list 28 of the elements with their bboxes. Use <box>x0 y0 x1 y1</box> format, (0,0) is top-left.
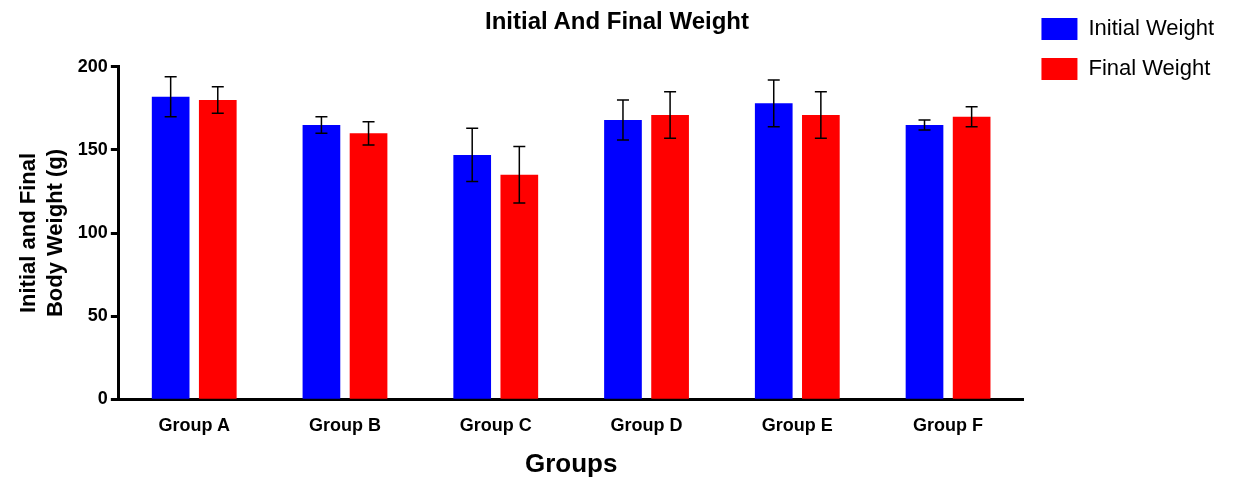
bar <box>952 116 991 399</box>
y-axis-title: Initial and Final Body Weight (g) <box>15 148 67 318</box>
bar <box>651 115 689 399</box>
y-tick-label: 100 <box>77 221 108 242</box>
x-tick-label: Group D <box>610 414 683 435</box>
bar <box>500 174 539 399</box>
x-tick-label: Group F <box>913 414 984 435</box>
bar <box>151 96 190 399</box>
legend-label: Initial Weight <box>1088 15 1214 41</box>
bar <box>604 119 642 399</box>
x-axis-title: Groups <box>524 447 618 478</box>
x-tick-label: Group A <box>158 414 230 435</box>
legend-label: Final Weight <box>1088 55 1211 81</box>
bar <box>453 154 492 399</box>
bar <box>802 115 840 399</box>
chart-title: Initial And Final Weight <box>485 7 749 35</box>
y-tick-label: 50 <box>87 305 108 326</box>
x-tick-label: Group B <box>308 414 381 435</box>
y-tick-label: 150 <box>77 138 108 159</box>
y-tick-label: 200 <box>77 55 108 76</box>
bar <box>905 124 944 399</box>
bar <box>302 124 341 399</box>
bar <box>349 133 388 399</box>
y-tick-label: 0 <box>97 388 108 409</box>
x-tick-label: Group E <box>761 414 833 435</box>
x-tick-label: Group C <box>459 414 532 435</box>
bar <box>198 100 237 399</box>
bar <box>754 103 793 399</box>
